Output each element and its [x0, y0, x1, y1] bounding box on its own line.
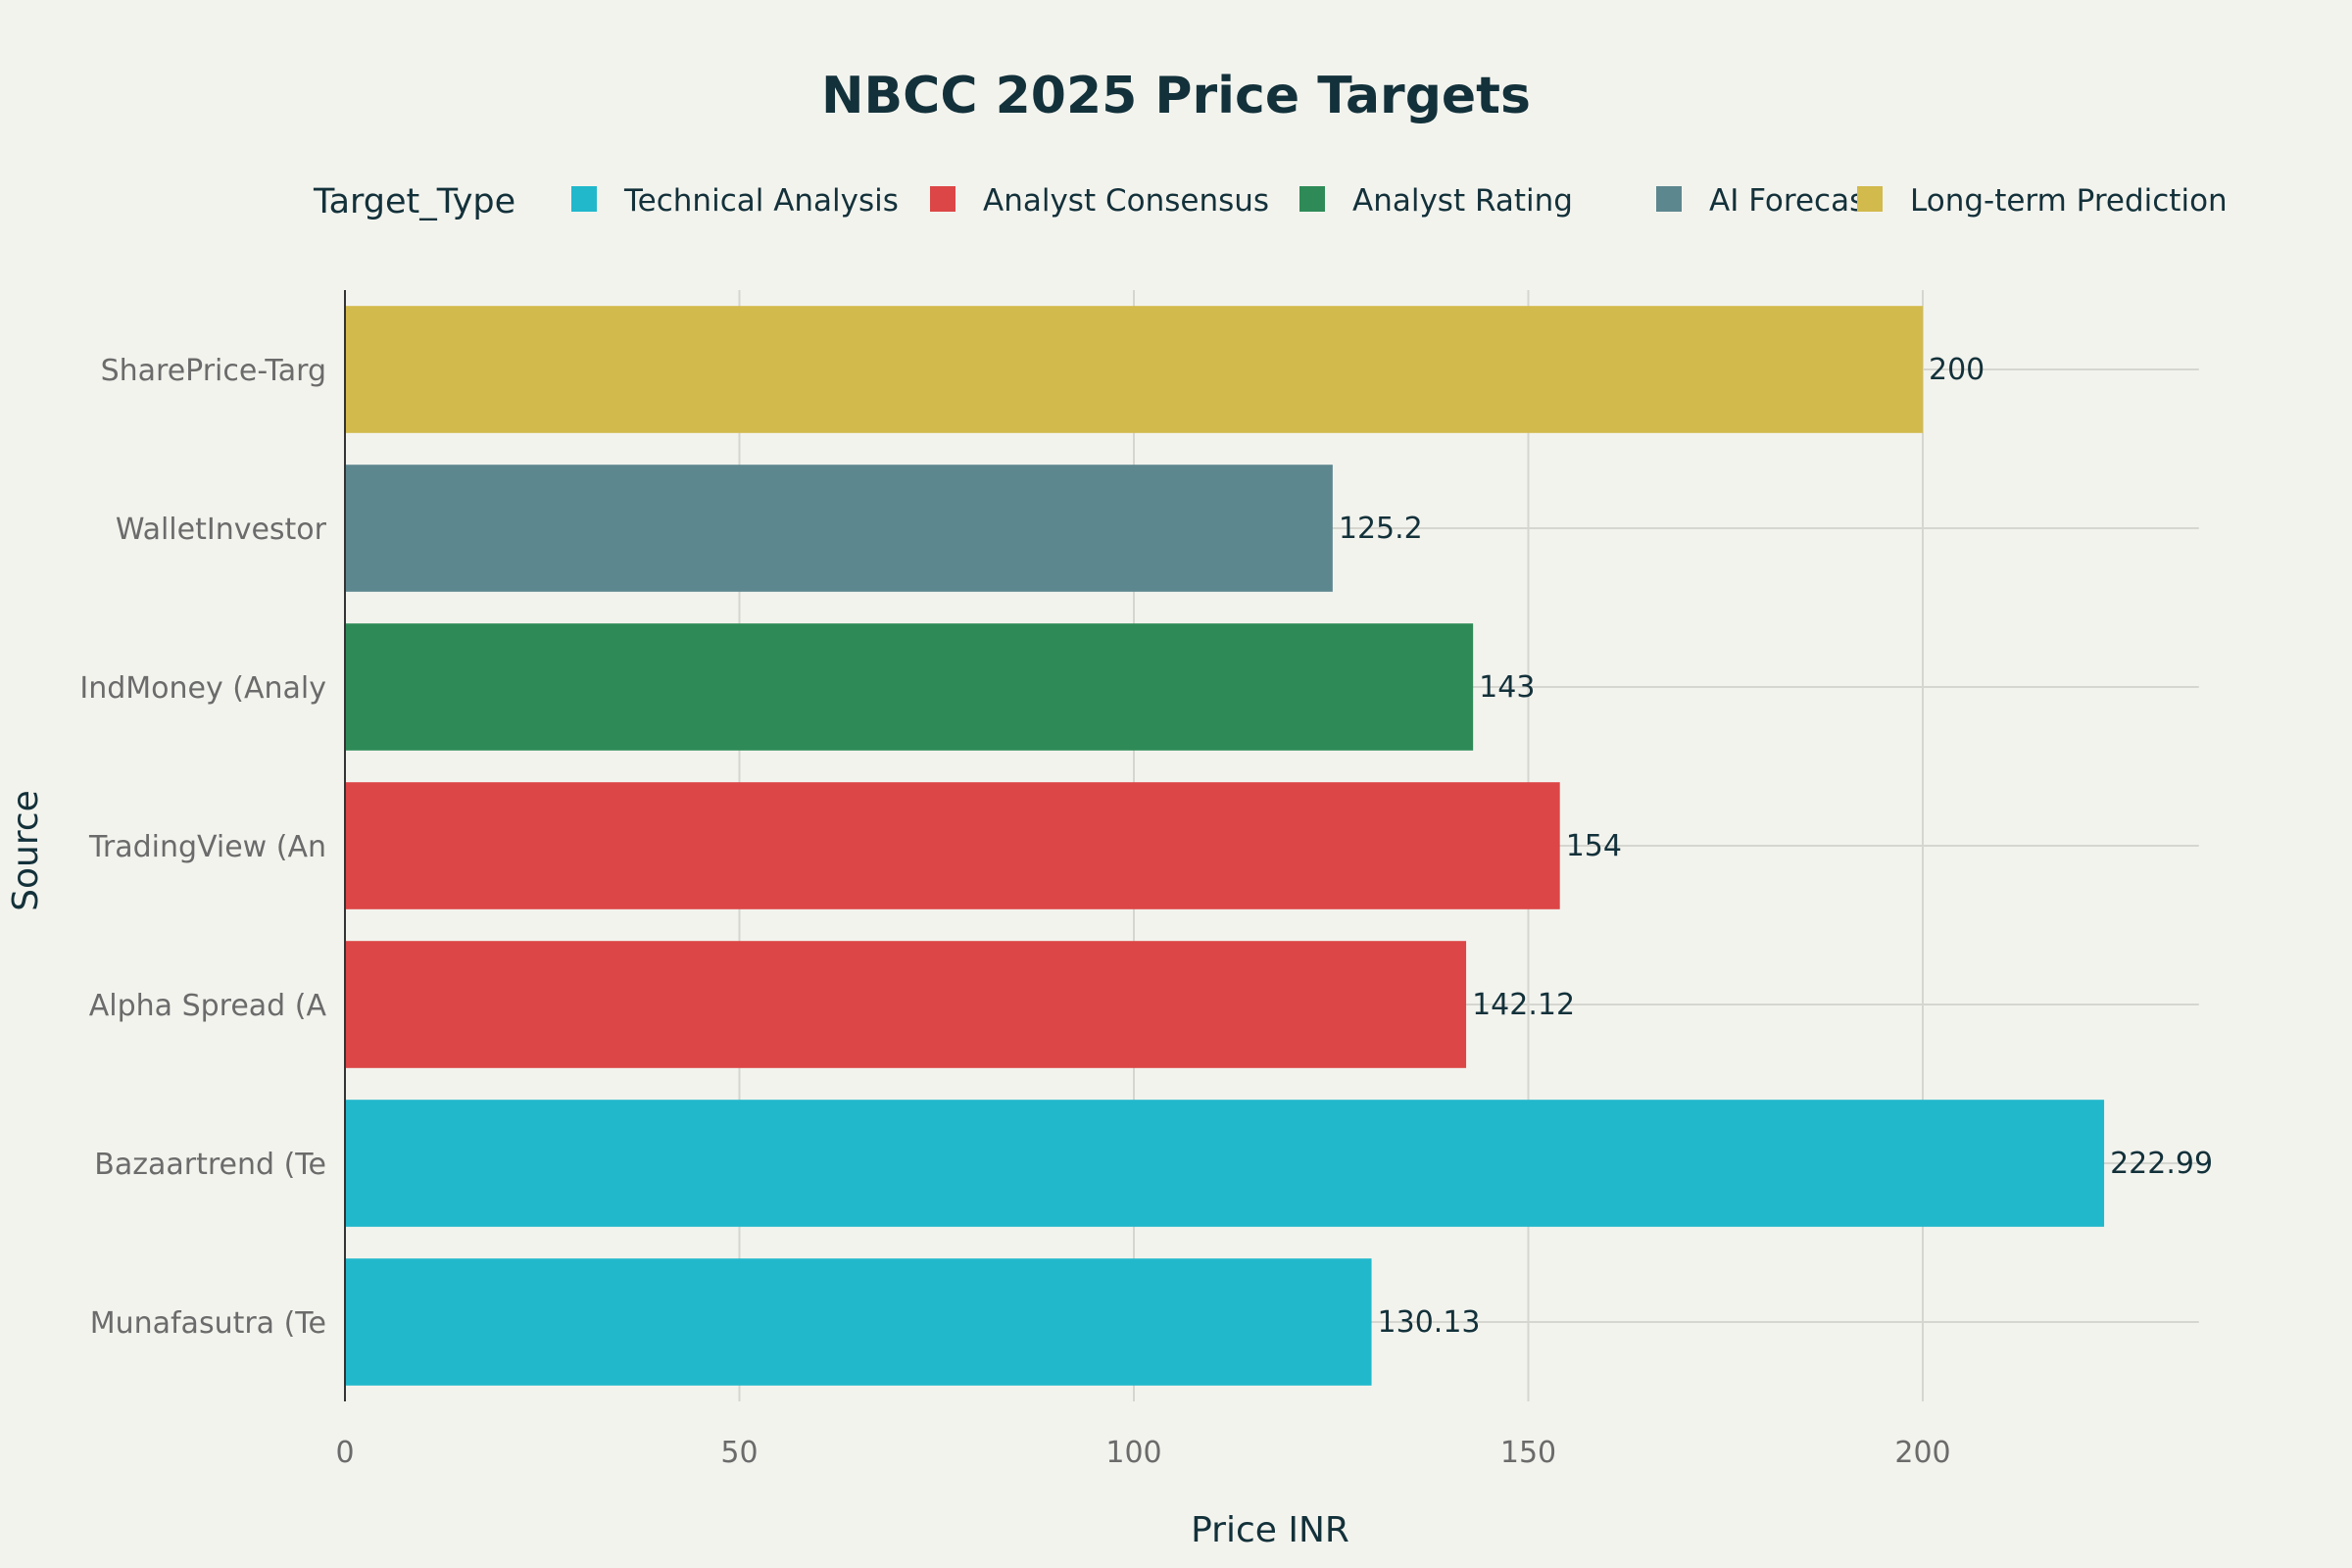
data-label: 143	[1479, 670, 1535, 705]
data-label: 200	[1929, 353, 1984, 387]
bar-walletinvestor	[345, 465, 1333, 592]
y-tick-label: Bazaartrend (Te	[94, 1148, 326, 1182]
x-tick-label: 200	[1894, 1436, 1950, 1470]
bar-indmoney-analy	[345, 623, 1474, 751]
legend-label: AI Forecast	[1709, 183, 1877, 219]
y-axis-ticks: SharePrice-Targ WalletInvestor IndMoney (A…	[79, 354, 326, 1341]
data-label: 154	[1566, 829, 1622, 863]
x-axis-title: Price INR	[1191, 1510, 1349, 1550]
data-label: 130.13	[1378, 1305, 1481, 1340]
bar-tradingview-an	[345, 782, 1560, 909]
data-labels: 200 125.2 143 154 142.12 222.99 130.13	[1339, 353, 2213, 1340]
data-label: 142.12	[1472, 988, 1575, 1022]
bar-bazaartrend-te	[345, 1100, 2105, 1227]
x-axis-ticks: 0 50 100 150 200	[335, 1436, 1950, 1470]
legend-label: Analyst Consensus	[983, 183, 1269, 219]
legend-item-long-term-prediction: Long-term Prediction	[1857, 183, 2228, 219]
y-tick-label: IndMoney (Analy	[79, 671, 326, 706]
legend-item-analyst-consensus: Analyst Consensus	[930, 183, 1269, 219]
legend-title: Target_Type	[313, 182, 515, 221]
y-tick-label: Alpha Spread (A	[89, 989, 327, 1023]
bar-shareprice-targ	[345, 306, 1923, 433]
data-label: 222.99	[2110, 1147, 2213, 1181]
plot-area: 0 50 100 150 200 SharePrice-Targ WalletInvest…	[79, 290, 2213, 1470]
legend-item-ai-forecast: AI Forecast	[1656, 183, 1877, 219]
y-tick-label: Munafasutra (Te	[90, 1306, 326, 1341]
bar-munafasutra-te	[345, 1258, 1372, 1386]
legend-swatch	[1857, 186, 1883, 212]
bars	[345, 306, 2105, 1386]
legend-item-technical-analysis: Technical Analysis	[571, 183, 899, 219]
legend-label: Long-term Prediction	[1910, 183, 2228, 219]
x-tick-label: 50	[720, 1436, 758, 1470]
y-axis-title: Source	[6, 790, 46, 911]
chart-title: NBCC 2025 Price Targets	[821, 67, 1531, 125]
bar-alpha-spread-a	[345, 941, 1467, 1068]
y-tick-label: SharePrice-Targ	[101, 354, 326, 388]
legend-swatch	[571, 186, 597, 212]
x-tick-label: 0	[335, 1436, 354, 1470]
y-tick-label: WalletInvestor	[116, 513, 327, 547]
data-label: 125.2	[1339, 512, 1423, 546]
legend-label: Technical Analysis	[623, 183, 899, 219]
legend-swatch	[1656, 186, 1682, 212]
legend-items: Technical Analysis Analyst Consensus Analy…	[571, 183, 2228, 219]
legend-swatch	[930, 186, 956, 212]
x-tick-label: 150	[1500, 1436, 1556, 1470]
legend-item-analyst-rating: Analyst Rating	[1299, 183, 1573, 219]
legend: Target_Type Technical Analysis Analyst Co…	[313, 182, 2228, 221]
legend-label: Analyst Rating	[1352, 183, 1573, 219]
legend-swatch	[1299, 186, 1325, 212]
y-tick-label: TradingView (An	[88, 830, 326, 864]
x-tick-label: 100	[1105, 1436, 1161, 1470]
